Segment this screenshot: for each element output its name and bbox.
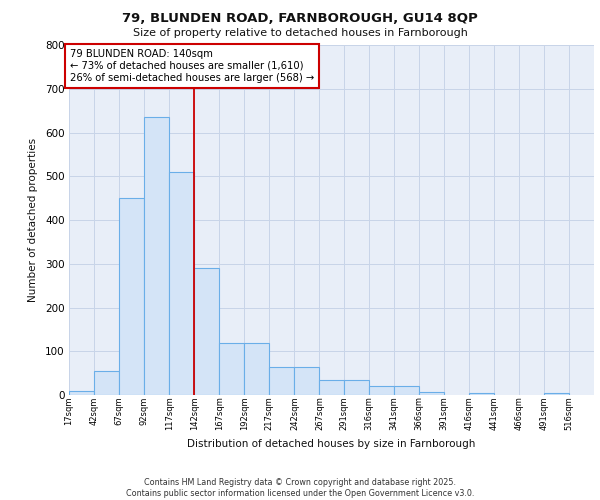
X-axis label: Distribution of detached houses by size in Farnborough: Distribution of detached houses by size …: [187, 438, 476, 448]
Bar: [419, 392, 444, 395]
Text: 79 BLUNDEN ROAD: 140sqm
← 73% of detached houses are smaller (1,610)
26% of semi: 79 BLUNDEN ROAD: 140sqm ← 73% of detache…: [70, 50, 314, 82]
Bar: [169, 172, 194, 395]
Bar: [194, 268, 219, 395]
Bar: [319, 380, 344, 395]
Bar: [69, 390, 94, 395]
Bar: [119, 198, 144, 395]
Bar: [469, 393, 494, 395]
Bar: [394, 386, 419, 395]
Bar: [368, 386, 394, 395]
Bar: [544, 393, 569, 395]
Text: Size of property relative to detached houses in Farnborough: Size of property relative to detached ho…: [133, 28, 467, 38]
Y-axis label: Number of detached properties: Number of detached properties: [28, 138, 38, 302]
Bar: [269, 366, 295, 395]
Text: Contains HM Land Registry data © Crown copyright and database right 2025.
Contai: Contains HM Land Registry data © Crown c…: [126, 478, 474, 498]
Bar: [94, 371, 119, 395]
Bar: [295, 366, 319, 395]
Text: 79, BLUNDEN ROAD, FARNBOROUGH, GU14 8QP: 79, BLUNDEN ROAD, FARNBOROUGH, GU14 8QP: [122, 12, 478, 26]
Bar: [219, 342, 244, 395]
Bar: [344, 380, 368, 395]
Bar: [244, 342, 269, 395]
Bar: [144, 117, 169, 395]
